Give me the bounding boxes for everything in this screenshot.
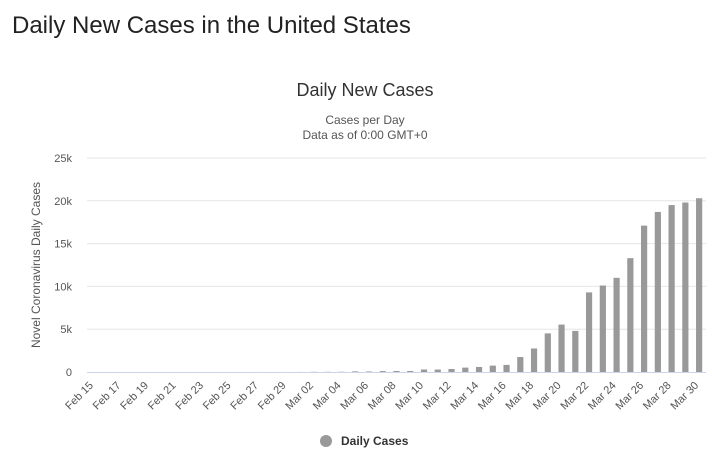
x-tick-label: Mar 14 xyxy=(448,380,481,413)
y-tick-label: 10k xyxy=(54,281,72,293)
bar[interactable] xyxy=(572,330,579,372)
page-title: Daily New Cases in the United States xyxy=(12,12,411,39)
x-tick-label: Mar 12 xyxy=(421,380,454,413)
x-tick-label: Feb 21 xyxy=(146,380,179,413)
y-tick-label: 0 xyxy=(66,367,72,379)
bar[interactable] xyxy=(352,371,359,372)
chart-title: Daily New Cases xyxy=(296,80,433,100)
chart-subtitle-line-2: Data as of 0:00 GMT+0 xyxy=(302,128,427,142)
bar[interactable] xyxy=(393,371,400,372)
bar[interactable] xyxy=(558,324,565,372)
bar[interactable] xyxy=(682,202,689,372)
bars xyxy=(173,198,703,373)
y-tick-label: 15k xyxy=(54,239,72,251)
bar[interactable] xyxy=(641,225,648,372)
bar[interactable] xyxy=(407,370,414,372)
x-tick-label: Mar 20 xyxy=(531,380,564,413)
x-tick-label: Mar 26 xyxy=(614,380,647,413)
x-tick-label: Feb 17 xyxy=(91,380,124,413)
bar[interactable] xyxy=(544,333,551,372)
legend-marker xyxy=(320,435,332,447)
x-tick-label: Mar 24 xyxy=(586,380,619,413)
legend-item-daily-cases[interactable]: Daily Cases xyxy=(320,434,409,448)
x-tick-label: Mar 10 xyxy=(393,380,426,413)
bar[interactable] xyxy=(668,205,675,372)
x-tick-label: Feb 27 xyxy=(228,380,261,413)
y-tick-label: 5k xyxy=(60,324,72,336)
x-tick-label: Feb 29 xyxy=(256,380,289,413)
x-tick-label: Feb 25 xyxy=(201,380,234,413)
bar[interactable] xyxy=(503,364,510,372)
bar[interactable] xyxy=(613,277,620,372)
bar[interactable] xyxy=(420,369,428,372)
x-tick-label: Feb 23 xyxy=(173,380,206,413)
bar[interactable] xyxy=(585,292,593,372)
bar[interactable] xyxy=(434,369,441,372)
bar[interactable] xyxy=(654,211,661,372)
y-axis-title: Novel Coronavirus Daily Cases xyxy=(29,182,43,348)
bar[interactable] xyxy=(599,285,606,372)
x-tick-label: Mar 30 xyxy=(669,380,702,413)
bar[interactable] xyxy=(530,348,538,372)
bar[interactable] xyxy=(448,368,455,372)
x-tick-label: Mar 06 xyxy=(338,380,371,413)
bar[interactable] xyxy=(696,198,703,372)
x-tick-label: Feb 19 xyxy=(118,380,151,413)
bar[interactable] xyxy=(627,258,634,372)
x-tick-label: Mar 18 xyxy=(503,380,536,413)
x-tick-label: Mar 04 xyxy=(311,380,344,413)
x-tick-label: Mar 08 xyxy=(366,380,399,413)
bar[interactable] xyxy=(379,371,386,372)
bar[interactable] xyxy=(462,367,469,372)
bar[interactable] xyxy=(517,357,524,372)
legend-label: Daily Cases xyxy=(341,434,409,448)
bar[interactable] xyxy=(475,366,483,372)
x-tick-label: Mar 02 xyxy=(283,380,316,413)
gridlines xyxy=(87,157,706,330)
x-tick-label: Mar 22 xyxy=(558,380,591,413)
y-axis-ticks: 0 5k 10k 15k 20k 25k xyxy=(54,153,72,379)
x-tick-label: Feb 15 xyxy=(63,380,96,413)
y-tick-label: 20k xyxy=(54,196,72,208)
y-tick-label: 25k xyxy=(54,153,72,165)
bar[interactable] xyxy=(489,365,496,372)
bar[interactable] xyxy=(365,371,373,373)
chart-subtitle-line-1: Cases per Day xyxy=(325,113,404,127)
x-tick-label: Mar 16 xyxy=(476,380,509,413)
x-tick-label: Mar 28 xyxy=(641,380,674,413)
